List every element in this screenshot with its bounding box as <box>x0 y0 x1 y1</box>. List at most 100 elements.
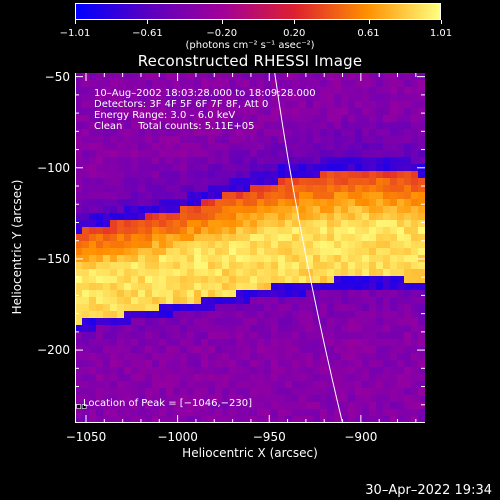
heatmap-cell <box>236 143 244 151</box>
heatmap-cell <box>180 199 188 207</box>
heatmap-cell <box>264 409 272 417</box>
heatmap-cell <box>173 409 181 417</box>
heatmap-cell <box>103 220 111 228</box>
heatmap-cell <box>320 325 328 333</box>
heatmap-cell <box>208 332 216 340</box>
heatmap-cell <box>264 157 272 165</box>
heatmap-cell <box>348 262 356 270</box>
heatmap-cell <box>334 353 342 361</box>
heatmap-cell <box>250 283 258 291</box>
heatmap-cell <box>159 234 167 242</box>
heatmap-cell <box>369 276 377 284</box>
heatmap-cell <box>187 213 195 221</box>
heatmap-cell <box>264 262 272 270</box>
heatmap-cell <box>341 248 349 256</box>
heatmap-cell <box>110 318 118 326</box>
heatmap-cell <box>257 171 265 179</box>
x-axis-label: Heliocentric X (arcsec) <box>182 446 318 460</box>
heatmap-cell <box>145 220 153 228</box>
heatmap-cell <box>369 122 377 130</box>
heatmap-cell <box>124 115 132 123</box>
heatmap-cell <box>103 122 111 130</box>
heatmap-cell <box>215 297 223 305</box>
heatmap-cell <box>257 143 265 151</box>
heatmap-cell <box>320 192 328 200</box>
heatmap-cell <box>341 332 349 340</box>
heatmap-cell <box>187 164 195 172</box>
heatmap-cell <box>236 304 244 312</box>
heatmap-cell <box>397 87 405 95</box>
heatmap-cell <box>320 108 328 116</box>
heatmap-cell <box>215 255 223 263</box>
heatmap-cell <box>369 409 377 417</box>
heatmap-cell <box>117 136 125 144</box>
heatmap-cell <box>96 339 104 347</box>
info-detectors: Detectors: 3F 4F 5F 6F 7F 8F, Att 0 <box>94 99 269 110</box>
heatmap-cell <box>117 143 125 151</box>
heatmap-cell <box>145 129 153 137</box>
heatmap-cell <box>96 381 104 389</box>
heatmap-cell <box>404 185 412 193</box>
heatmap-cell <box>334 318 342 326</box>
heatmap-cell <box>89 395 97 403</box>
heatmap-cell <box>222 304 230 312</box>
heatmap-cell <box>89 199 97 207</box>
heatmap-cell <box>341 409 349 417</box>
heatmap-cell <box>271 416 279 423</box>
heatmap-cell <box>222 171 230 179</box>
heatmap-cell <box>264 136 272 144</box>
heatmap-cell <box>201 290 209 298</box>
heatmap-cell <box>187 185 195 193</box>
heatmap-cell <box>278 255 286 263</box>
heatmap-cell <box>96 80 104 88</box>
heatmap-cell <box>299 164 307 172</box>
heatmap-cell <box>278 283 286 291</box>
heatmap-cell <box>257 353 265 361</box>
heatmap-cell <box>369 227 377 235</box>
heatmap-cell <box>159 157 167 165</box>
heatmap-cell <box>117 367 125 375</box>
heatmap-cell <box>306 122 314 130</box>
heatmap-cell <box>180 360 188 368</box>
heatmap-cell <box>145 269 153 277</box>
heatmap-cell <box>82 318 90 326</box>
heatmap-cell <box>117 101 125 109</box>
heatmap-cell <box>334 402 342 410</box>
heatmap-cell <box>341 283 349 291</box>
heatmap-cell <box>96 143 104 151</box>
heatmap-cell <box>229 234 237 242</box>
heatmap-cell <box>166 402 174 410</box>
heatmap-cell <box>180 290 188 298</box>
heatmap-cell <box>96 234 104 242</box>
heatmap-cell <box>194 402 202 410</box>
heatmap-cell <box>103 227 111 235</box>
heatmap-cell <box>299 115 307 123</box>
heatmap-cell <box>89 157 97 165</box>
heatmap-cell <box>348 171 356 179</box>
heatmap-cell <box>229 269 237 277</box>
heatmap-cell <box>341 297 349 305</box>
heatmap-cell <box>341 255 349 263</box>
heatmap-cell <box>313 360 321 368</box>
heatmap-cell <box>278 367 286 375</box>
heatmap-cell <box>110 332 118 340</box>
heatmap-cell <box>404 178 412 186</box>
heatmap-cell <box>285 136 293 144</box>
heatmap-cell <box>411 325 419 333</box>
heatmap-cell <box>145 206 153 214</box>
heatmap-cell <box>285 143 293 151</box>
heatmap-cell <box>222 353 230 361</box>
heatmap-cell <box>236 311 244 319</box>
heatmap-cell <box>131 87 139 95</box>
heatmap-cell <box>271 318 279 326</box>
heatmap-cell <box>341 276 349 284</box>
heatmap-cell <box>376 129 384 137</box>
heatmap-cell <box>208 304 216 312</box>
heatmap-cell <box>138 157 146 165</box>
heatmap-cell <box>285 255 293 263</box>
heatmap-cell <box>173 255 181 263</box>
heatmap-cell <box>208 101 216 109</box>
heatmap-cell <box>390 87 398 95</box>
heatmap-cell <box>75 199 83 207</box>
heatmap-cell <box>348 276 356 284</box>
